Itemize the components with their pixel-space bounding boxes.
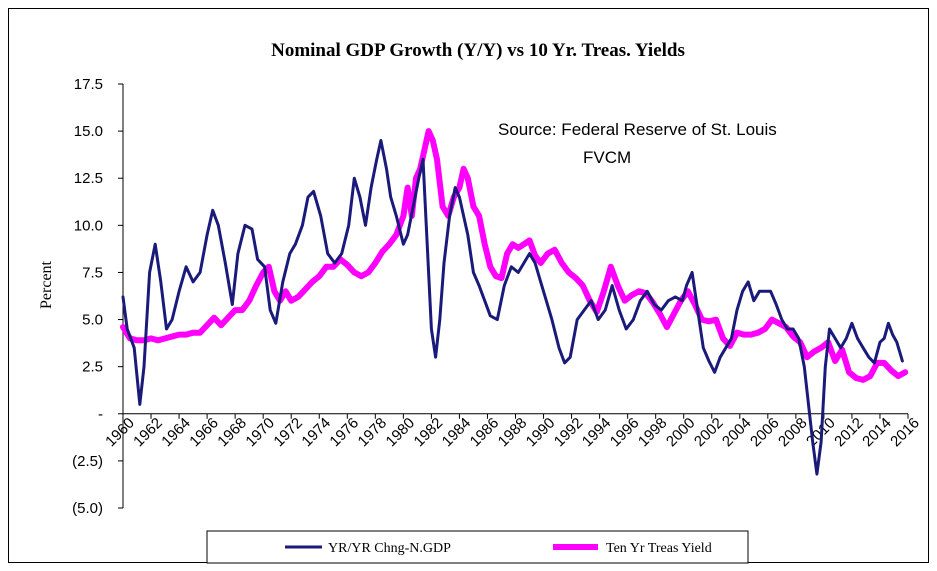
series-layer [120,128,909,476]
x-tick-label: 1998 [635,415,671,451]
y-tick-label: 7.5 [82,264,103,281]
x-tick-label: 1972 [270,415,306,451]
x-tick-label: 1974 [298,415,334,451]
x-tick-label: 1970 [242,415,278,451]
x-tick-label: 1978 [355,415,391,451]
y-tick-label: (2.5) [72,453,103,470]
y-tick-label: 12.5 [74,170,103,187]
source-annotation-fvcm: FVCM [583,148,631,167]
x-tick-label: 1980 [383,415,419,451]
x-tick-label: 1968 [214,415,250,451]
x-tick-label: 1966 [186,415,222,451]
x-tick-label: 1964 [158,415,194,451]
x-tick-label: 1990 [523,415,559,451]
y-tick-label: 5.0 [82,312,103,329]
legend-label-gdp: YR/YR Chng-N.GDP [328,541,451,556]
x-tick-label: 2014 [859,415,895,451]
x-tick-label: 1982 [411,415,447,451]
x-tick-label: 1988 [495,415,531,451]
x-tick-label: 2000 [663,415,699,451]
legend: YR/YR Chng-N.GDP Ten Yr Treas Yield [206,530,749,564]
legend-label-treasury: Ten Yr Treas Yield [606,541,712,556]
x-tick-label: 1962 [130,415,166,451]
x-tick-label: 1996 [607,415,643,451]
x-tick-label: 2006 [747,415,783,451]
x-tick-label: 2002 [691,415,727,451]
x-tick-label: 2016 [887,415,923,451]
axes: 17.5 15.0 12.5 10.0 7.5 5.0 2.5 - (2.5) (5.0) 1960… [72,76,923,517]
y-tick-label: 10.0 [74,217,103,234]
source-annotation: Source: Federal Reserve of St. Louis [498,120,777,139]
y-tick-label: 15.0 [74,123,103,140]
series-line-treasury [120,128,909,383]
x-tick-label: 1992 [551,415,587,451]
x-tick-label: 1976 [326,415,362,451]
chart-title: Nominal GDP Growth (Y/Y) vs 10 Yr. Treas… [271,40,685,61]
x-tick-label: 2008 [775,415,811,451]
series-line-gdp [121,139,904,476]
x-tick-label: 1986 [467,415,503,451]
x-tick-label: 2004 [719,415,755,451]
x-tick-label: 1960 [102,415,138,451]
y-tick-label: 17.5 [74,76,103,93]
y-tick-label: - [98,406,103,423]
y-axis-label: Percent [38,260,55,309]
y-tick-label: (5.0) [72,500,103,517]
x-tick-label: 2012 [831,415,867,451]
x-tick-label: 1994 [579,415,615,451]
x-tick-label: 1984 [439,415,475,451]
y-tick-label: 2.5 [82,359,103,376]
